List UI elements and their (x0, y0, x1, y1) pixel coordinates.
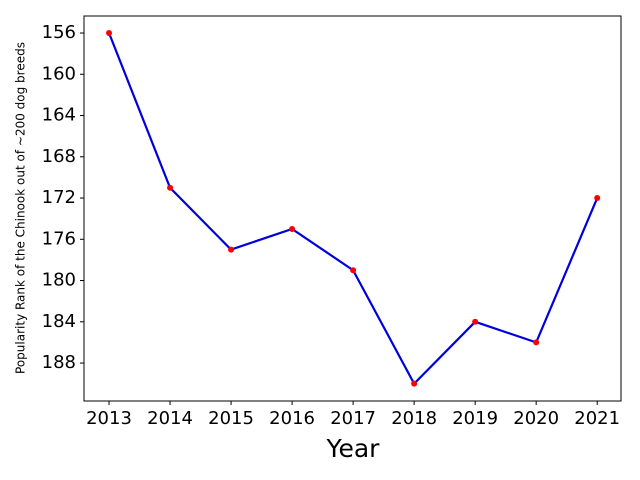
x-tick-label: 2018 (391, 408, 437, 429)
data-point (167, 184, 174, 191)
data-line (107, 32, 599, 386)
y-tick-label: 172 (42, 187, 76, 208)
y-tick-label: 156 (42, 22, 76, 43)
y-tick-label: 184 (42, 311, 76, 332)
y-tick-label: 168 (42, 146, 76, 167)
data-point (289, 225, 296, 232)
data-point (228, 246, 235, 253)
y-axis-label: Popularity Rank of the Chinook out of ~2… (14, 42, 28, 374)
data-point (411, 380, 418, 387)
x-tick-label: 2017 (330, 408, 376, 429)
x-tick-label: 2014 (147, 408, 193, 429)
data-point (106, 30, 113, 37)
x-tick-label: 2015 (208, 408, 254, 429)
x-tick-label: 2016 (269, 408, 315, 429)
data-point (533, 339, 540, 346)
x-axis-label: Year (326, 434, 381, 463)
plot-frame (83, 15, 622, 402)
y-tick-label: 160 (42, 63, 76, 84)
data-point (350, 267, 357, 274)
x-tick-label: 2019 (452, 408, 498, 429)
y-tick-label: 176 (42, 228, 76, 249)
x-tick-label: 2013 (86, 408, 132, 429)
y-tick-label: 180 (42, 270, 76, 291)
data-point (472, 318, 479, 325)
x-tick-label: 2020 (513, 408, 559, 429)
y-tick-label: 188 (42, 352, 76, 373)
y-tick-label: 164 (42, 105, 76, 126)
data-point (594, 195, 601, 202)
x-tick-label: 2021 (574, 408, 620, 429)
